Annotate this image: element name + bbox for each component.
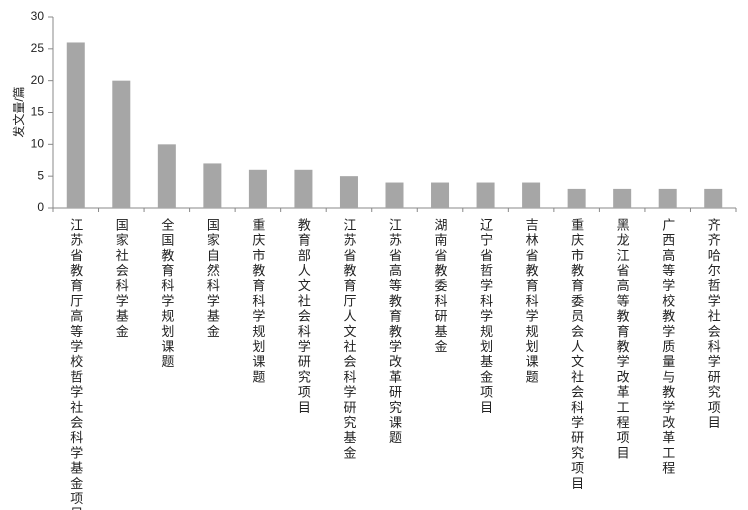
bar (658, 188, 677, 208)
x-tick-label: 辽宁省哲学科学规划基金项目 (478, 218, 493, 416)
y-tick-label: 30 (31, 9, 45, 23)
bar (112, 80, 131, 208)
x-tick-label: 湖南省教委科研基金 (433, 218, 448, 355)
x-tick-label: 重庆市教育委员会人文社会科学研究项目 (569, 217, 584, 491)
bar (522, 182, 541, 208)
x-tick-label: 江苏省教育厅人文社会科学研究基金 (341, 218, 356, 461)
y-tick-label: 5 (37, 168, 44, 182)
x-tick-label: 重庆市教育科学规划课题 (250, 217, 265, 385)
x-tick-label: 国家自然科学基金 (205, 218, 220, 340)
y-axis-label: 发文量/篇 (11, 86, 26, 137)
x-tick-label: 江苏省高等教育教学改革研究课题 (387, 218, 402, 446)
y-tick-label: 25 (31, 41, 45, 55)
bar (157, 144, 176, 208)
y-tick-label: 20 (31, 73, 45, 87)
bar (613, 188, 632, 208)
bar (248, 169, 267, 208)
y-tick-label: 0 (37, 200, 44, 214)
bar (431, 182, 450, 208)
x-tick-label: 国家社会科学基金 (114, 218, 129, 340)
bar (704, 188, 723, 208)
bar (567, 188, 586, 208)
bar (476, 182, 495, 208)
x-tick-label: 广西高等学校教学质量与教学改革工程 (660, 218, 675, 476)
bar (385, 182, 404, 208)
bar (339, 176, 358, 208)
x-tick-label: 齐齐哈尔哲学社会科学研究项目 (706, 217, 721, 430)
x-tick-label: 黑龙江省高等教育教学改革工程项目 (615, 218, 630, 461)
y-tick-label: 10 (31, 137, 45, 151)
x-tick-label: 全国教育科学规划课题 (159, 217, 174, 370)
x-tick-label: 江苏省教育厅高等学校哲学社会科学基金项目 (68, 218, 83, 510)
x-tick-label: 教育部人文社会科学研究项目 (296, 217, 311, 415)
x-tick-label: 吉林省教育科学规划课题 (524, 218, 539, 385)
bar (294, 169, 313, 208)
bar (203, 163, 222, 208)
y-tick-label: 15 (31, 105, 45, 119)
bar (66, 42, 85, 208)
